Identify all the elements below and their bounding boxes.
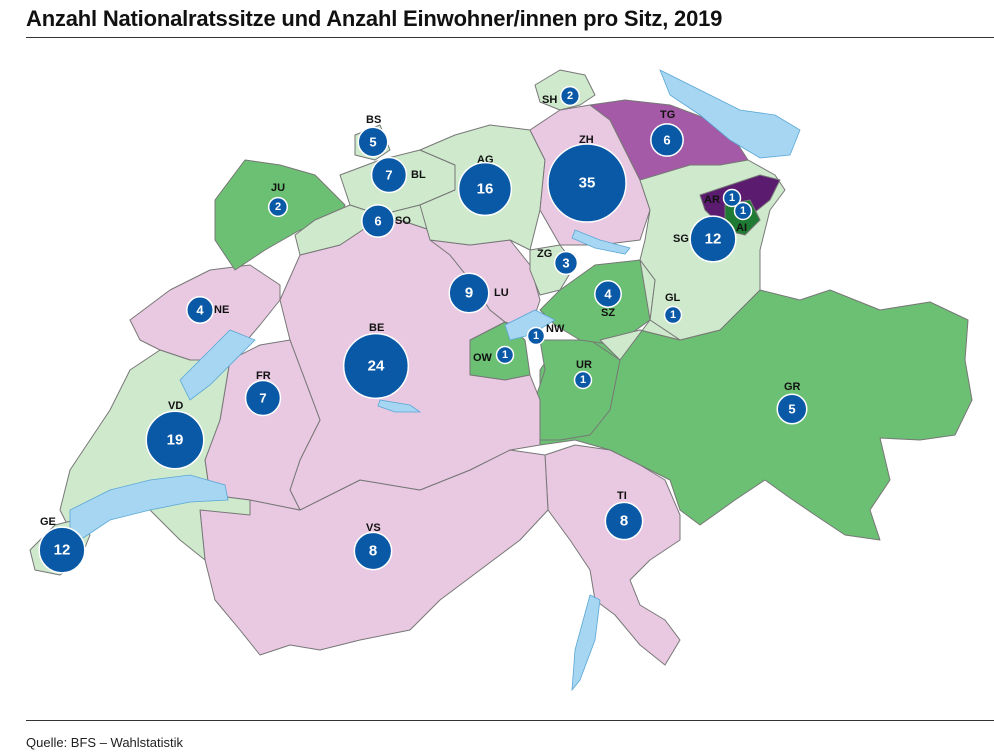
seat-bubble-be[interactable]	[342, 332, 410, 400]
canton-label-ge: GE	[40, 516, 56, 528]
seat-count-ti: 8	[620, 513, 628, 530]
canton-label-gr: GR	[784, 381, 801, 393]
seat-bubble-zh[interactable]	[547, 143, 627, 223]
seat-bubble-ai[interactable]	[733, 201, 753, 221]
canton-label-so: SO	[395, 215, 411, 227]
map-title: Anzahl Nationalratssitze und Anzahl Einw…	[26, 6, 723, 31]
canton-label-nw: NW	[546, 323, 565, 335]
canton-label-sg: SG	[673, 233, 689, 245]
seat-bubble-vs[interactable]	[353, 531, 393, 571]
region-GL[interactable]	[599, 259, 681, 361]
lake-neuchatel	[179, 329, 256, 401]
lake-thun	[377, 399, 422, 413]
canton-label-be: BE	[369, 322, 384, 334]
seat-bubble-sz[interactable]	[594, 280, 622, 308]
canton-label-zg: ZG	[537, 248, 552, 260]
seat-bubble-vd[interactable]	[145, 410, 205, 470]
seat-count-sh: 2	[567, 90, 573, 102]
seat-bubble-ag[interactable]	[457, 161, 513, 217]
lake-maggiore	[571, 594, 601, 692]
canton-label-ow: OW	[473, 352, 493, 364]
region-TI[interactable]	[544, 444, 681, 666]
seat-bubble-tg[interactable]	[650, 123, 684, 157]
lake-lucerne	[504, 309, 556, 341]
canton-label-sh: SH	[542, 94, 557, 106]
seat-count-zh: 35	[579, 175, 596, 192]
canton-label-tg: TG	[660, 109, 675, 121]
canton-label-vs: VS	[366, 522, 381, 534]
canton-label-ar: AR	[704, 194, 720, 206]
seat-count-vd: 19	[167, 432, 184, 449]
seat-count-ow: 1	[502, 349, 508, 361]
seat-bubble-ur[interactable]	[573, 370, 593, 390]
seat-bubble-zg[interactable]	[553, 250, 579, 276]
canton-label-fr: FR	[256, 370, 271, 382]
seat-bubble-so[interactable]	[361, 204, 395, 238]
seat-bubble-ge[interactable]	[38, 526, 86, 574]
seat-bubble-ti[interactable]	[604, 501, 644, 541]
canton-label-lu: LU	[494, 287, 509, 299]
seat-bubble-nw[interactable]	[526, 326, 546, 346]
seat-count-ur: 1	[580, 374, 586, 386]
seat-bubble-ne[interactable]	[186, 296, 214, 324]
seat-count-sz: 4	[604, 287, 612, 302]
canton-label-bs: BS	[366, 114, 381, 126]
canton-label-bl: BL	[411, 169, 426, 181]
canton-label-ju: JU	[271, 182, 285, 194]
seat-bubble-sg[interactable]	[689, 215, 737, 263]
seat-bubble-gr[interactable]	[776, 393, 808, 425]
canton-label-ne: NE	[214, 304, 229, 316]
seat-count-ne: 4	[196, 303, 204, 318]
switzerland-map: GEVDNEFRBEVSJUBSBLSOAGLUOWNWURZGSZZHSHTG…	[29, 69, 973, 692]
seat-bubble-fr[interactable]	[244, 379, 282, 417]
seat-bubble-ow[interactable]	[495, 345, 515, 365]
canton-label-zh: ZH	[579, 134, 594, 146]
seat-bubble-ju[interactable]	[267, 196, 289, 218]
seat-bubble-ar[interactable]	[722, 188, 742, 208]
seat-count-ar: 1	[729, 192, 735, 204]
seat-count-so: 6	[374, 214, 381, 229]
canton-label-gl: GL	[665, 292, 681, 304]
seat-count-tg: 6	[663, 133, 670, 148]
seat-count-zg: 3	[562, 256, 569, 271]
seat-count-fr: 7	[259, 391, 266, 406]
seat-count-vs: 8	[369, 543, 377, 560]
seat-count-ai: 1	[740, 205, 746, 217]
seat-count-sg: 12	[705, 231, 722, 248]
seat-count-gr: 5	[788, 402, 795, 417]
seat-bubble-gl[interactable]	[663, 305, 683, 325]
seat-count-gl: 1	[670, 309, 676, 321]
canton-label-ti: TI	[617, 490, 627, 502]
seat-count-bl: 7	[385, 168, 392, 183]
seat-count-nw: 1	[533, 330, 539, 342]
seat-count-ag: 16	[477, 181, 494, 198]
seat-bubble-lu[interactable]	[448, 272, 490, 314]
lake-constance	[659, 69, 801, 159]
seat-count-ge: 12	[54, 542, 71, 559]
seat-bubble-sh[interactable]	[559, 85, 581, 107]
title-rule	[26, 37, 994, 38]
seat-bubble-bs[interactable]	[357, 126, 389, 158]
canton-label-sz: SZ	[601, 307, 615, 319]
region-UR[interactable]	[534, 339, 621, 441]
seat-count-ju: 2	[275, 201, 281, 213]
seat-count-be: 24	[368, 358, 385, 375]
source-note: Quelle: BFS – Wahlstatistik	[26, 735, 184, 750]
seat-count-lu: 9	[465, 285, 473, 302]
lake-zurich	[571, 229, 631, 255]
canton-label-ur: UR	[576, 359, 592, 371]
seat-count-bs: 5	[369, 135, 376, 150]
canton-label-ai: AI	[736, 222, 747, 234]
canton-label-vd: VD	[168, 400, 183, 412]
footer-rule	[26, 720, 994, 721]
seat-bubble-bl[interactable]	[370, 156, 408, 194]
